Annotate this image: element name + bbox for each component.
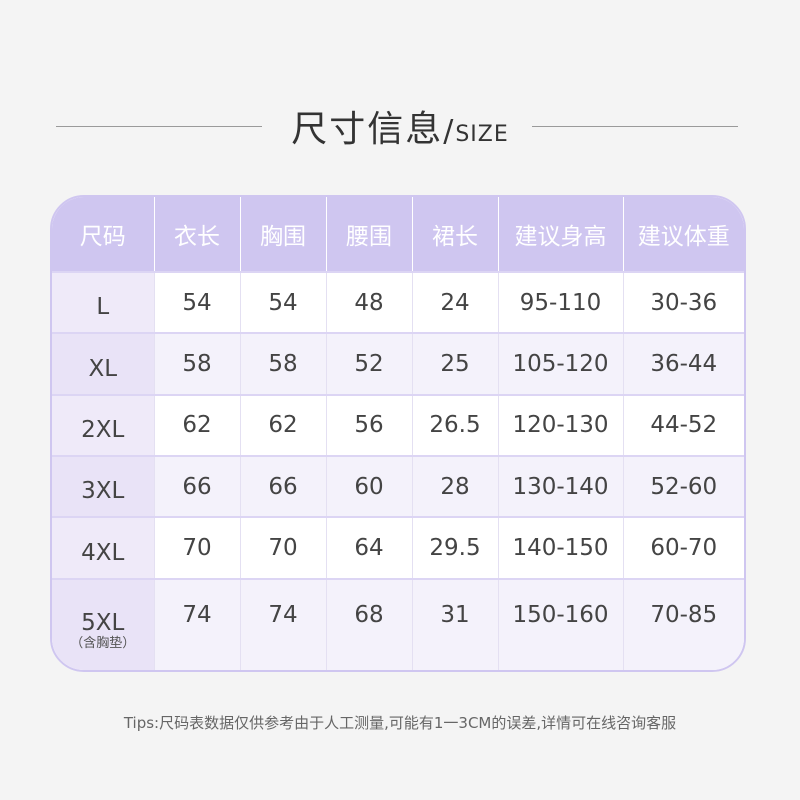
size-label: 4XL — [81, 539, 125, 566]
size-label: 5XL — [81, 610, 125, 637]
table-row: 3XL 66 66 60 28 130-140 52-60 — [52, 455, 744, 518]
value-cell: 60-70 — [623, 516, 744, 579]
table-row: XL 58 58 52 25 105-120 36-44 — [52, 332, 744, 395]
value-cell: 70 — [240, 516, 327, 579]
section-title: 尺寸信息/SIZE — [0, 100, 800, 152]
column-header: 尺码 — [52, 197, 155, 272]
column-header: 建议体重 — [623, 197, 744, 272]
value-cell: 30-36 — [623, 270, 744, 334]
size-cell: XL — [52, 332, 155, 395]
size-cell: 4XL — [52, 516, 155, 579]
value-cell: 66 — [240, 455, 327, 518]
size-cell: L — [52, 270, 155, 334]
value-cell: 58 — [240, 332, 327, 395]
divider-left — [56, 126, 262, 127]
value-cell: 140-150 — [498, 516, 624, 579]
value-cell: 29.5 — [412, 516, 499, 579]
value-cell: 70 — [154, 516, 241, 579]
value-cell: 54 — [240, 270, 327, 334]
value-cell: 25 — [412, 332, 499, 395]
tips-text: Tips:尺码表数据仅供参考由于人工测量,可能有1一3CM的误差,详情可在线咨询… — [123, 714, 677, 732]
size-cell: 2XL — [52, 393, 155, 457]
title-en: SIZE — [455, 122, 509, 147]
size-label: 2XL — [81, 416, 125, 443]
table-header-row: 尺码 衣长 胸围 腰围 裙长 建议身高 建议体重 — [52, 197, 744, 272]
title-separator: / — [443, 114, 456, 149]
column-header: 裙长 — [412, 197, 499, 272]
table-row: 4XL 70 70 64 29.5 140-150 60-70 — [52, 516, 744, 579]
size-note: （含胸垫） — [70, 636, 136, 652]
value-cell: 24 — [412, 270, 499, 334]
value-cell: 44-52 — [623, 393, 744, 457]
value-cell: 70-85 — [623, 577, 744, 670]
column-header: 胸围 — [240, 197, 327, 272]
size-label: L — [96, 294, 110, 321]
value-cell: 56 — [326, 393, 413, 457]
value-cell: 120-130 — [498, 393, 624, 457]
column-header: 建议身高 — [498, 197, 624, 272]
value-cell: 68 — [326, 577, 413, 670]
column-header: 腰围 — [326, 197, 413, 272]
value-cell: 60 — [326, 455, 413, 518]
value-cell: 58 — [154, 332, 241, 395]
value-cell: 105-120 — [498, 332, 624, 395]
value-cell: 66 — [154, 455, 241, 518]
value-cell: 48 — [326, 270, 413, 334]
value-cell: 31 — [412, 577, 499, 670]
size-cell: 5XL （含胸垫） — [52, 577, 155, 670]
size-label: XL — [88, 355, 118, 382]
table-row: 5XL （含胸垫） 74 74 68 31 150-160 70-85 — [52, 577, 744, 670]
value-cell: 26.5 — [412, 393, 499, 457]
table-row: 2XL 62 62 56 26.5 120-130 44-52 — [52, 393, 744, 457]
value-cell: 62 — [154, 393, 241, 457]
value-cell: 52 — [326, 332, 413, 395]
value-cell: 95-110 — [498, 270, 624, 334]
value-cell: 28 — [412, 455, 499, 518]
title-cn: 尺寸信息 — [291, 109, 444, 150]
divider-right — [532, 126, 738, 127]
value-cell: 130-140 — [498, 455, 624, 518]
value-cell: 62 — [240, 393, 327, 457]
value-cell: 74 — [154, 577, 241, 670]
column-header: 衣长 — [154, 197, 241, 272]
size-cell: 3XL — [52, 455, 155, 518]
value-cell: 74 — [240, 577, 327, 670]
table-row: L 54 54 48 24 95-110 30-36 — [52, 270, 744, 334]
value-cell: 64 — [326, 516, 413, 579]
value-cell: 54 — [154, 270, 241, 334]
value-cell: 36-44 — [623, 332, 744, 395]
size-table: 尺码 衣长 胸围 腰围 裙长 建议身高 建议体重 L 54 54 48 24 95-110 30-36 X… — [50, 195, 746, 672]
size-label: 3XL — [81, 478, 125, 505]
value-cell: 150-160 — [498, 577, 624, 670]
value-cell: 52-60 — [623, 455, 744, 518]
